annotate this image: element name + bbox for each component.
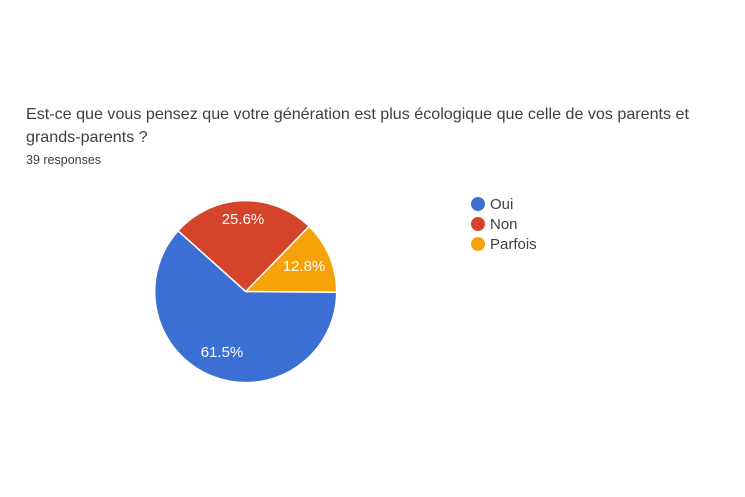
svg-text:61.5%: 61.5% [201,344,244,361]
svg-text:25.6%: 25.6% [222,211,265,228]
svg-text:12.8%: 12.8% [283,258,326,275]
